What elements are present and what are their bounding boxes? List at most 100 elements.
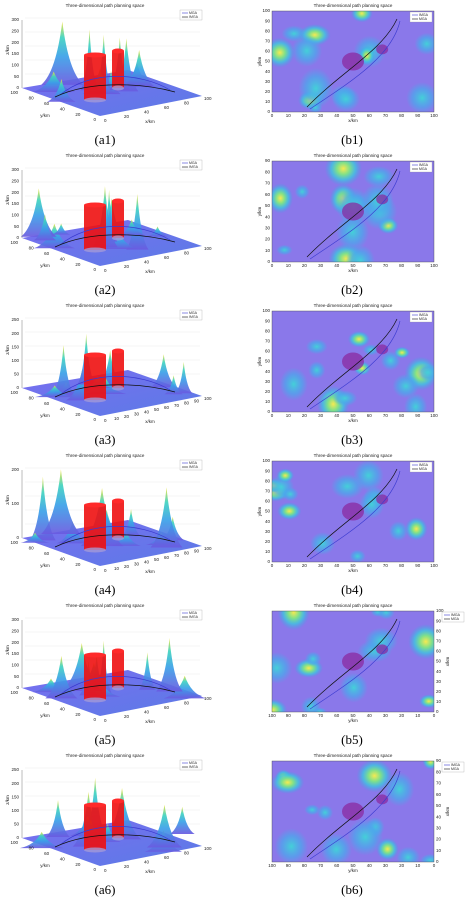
x-tick-label: 0 [271, 113, 274, 118]
y-tick-label: 80 [436, 628, 442, 633]
x-tick-label: 60 [367, 263, 373, 268]
legend-box [179, 609, 203, 621]
terrain-peak [150, 354, 177, 388]
z-tick-label: 200 [11, 40, 19, 45]
x-tick-label: 50 [350, 263, 356, 268]
y-tick-label: 70 [265, 181, 271, 186]
y-tick-label: 100 [262, 8, 270, 13]
legend-label: MGA [419, 167, 428, 171]
panel-title: Three-dimensional path planning space [314, 153, 393, 158]
y-tick-label: 100 [262, 458, 270, 463]
z-tick-label: 200 [11, 781, 19, 786]
x-tick-label: 0 [433, 863, 436, 868]
panel-label: (b1) [341, 132, 363, 147]
heatmap-blob [312, 707, 327, 712]
legend-box [441, 761, 465, 773]
z-tick-label: 300 [11, 167, 19, 172]
y-axis-label: y/km [40, 863, 50, 868]
obstacle-foot [112, 835, 124, 841]
heatmap-blob [272, 652, 293, 684]
x-tick-label: 100 [268, 713, 276, 718]
x-tick-label: 80 [399, 413, 405, 418]
terrain-peak [147, 226, 168, 237]
obstacle [376, 794, 389, 805]
y-tick-label: 0 [267, 259, 270, 264]
y-tick-label: 40 [60, 706, 66, 711]
x-tick-label: 20 [124, 114, 130, 119]
obstacle-foot [112, 685, 124, 691]
obstacle-top [112, 48, 124, 54]
x-tick-label: 10 [114, 416, 120, 421]
path-mga [59, 76, 171, 96]
panel-title: Three-dimensional path planning space [314, 753, 393, 758]
legend-box [179, 9, 203, 21]
x-tick-label: 10 [286, 113, 292, 118]
path-mga [59, 826, 171, 846]
heatmap-blob [408, 624, 434, 660]
x-tick-label: 70 [383, 563, 389, 568]
legend-label: MGA [189, 611, 198, 615]
path-imga [306, 318, 398, 408]
panel-3d: Three-dimensional path planning space MGA… [5, 753, 212, 897]
z-tick-label: 250 [11, 767, 19, 772]
panel-title: Three-dimensional path planning space [314, 603, 393, 608]
heatmap-blob [304, 651, 322, 667]
x-tick-label: 20 [302, 413, 308, 418]
y-tick-label: 20 [265, 237, 271, 242]
path-mga [309, 470, 401, 560]
z-tick-label: 250 [11, 29, 19, 34]
y-tick-label: 40 [265, 214, 271, 219]
y-tick-label: 50 [265, 59, 271, 64]
terrain-peak [175, 361, 193, 394]
obstacle-top [84, 352, 106, 358]
x-tick-label: 60 [164, 555, 170, 560]
obstacle [84, 205, 106, 250]
x-tick-label: 100 [204, 96, 212, 101]
panel-heatmap: Three-dimensional path planning space 0 10… [257, 453, 438, 597]
y-tick-label: 20 [75, 712, 81, 717]
y-tick-label: 80 [265, 478, 271, 483]
heatmap-blob [363, 165, 394, 188]
y-tick-label: 10 [265, 99, 271, 104]
obstacle-top [112, 648, 124, 654]
path-imga [54, 834, 176, 848]
panel-3d: Three-dimensional path planning space MGA… [5, 153, 212, 297]
y-tick-label: 100 [10, 390, 18, 395]
x-tick-label: 0 [271, 563, 274, 568]
x-tick-label: 60 [367, 413, 373, 418]
z-tick-label: 200 [11, 467, 19, 472]
z-tick-label: 0 [16, 685, 19, 690]
heatmap-blob [276, 244, 293, 256]
y-axis-label: y/km [40, 263, 50, 268]
legend-box [409, 11, 433, 23]
obstacle [112, 651, 124, 688]
z-tick-label: 150 [11, 344, 19, 349]
x-tick-label: 60 [334, 863, 340, 868]
panel-title: Three-dimensional path planning space [66, 3, 145, 8]
heatmap-blob [345, 244, 375, 262]
z-tick-label: 50 [14, 224, 20, 229]
z-tick-label: 100 [11, 501, 19, 506]
y-tick-label: 90 [436, 618, 442, 623]
heatmap-blob [384, 771, 415, 807]
path-mga [59, 376, 171, 396]
y-tick-label: 100 [10, 840, 18, 845]
x-tick-label: 30 [134, 562, 140, 567]
y-tick-label: 30 [265, 79, 271, 84]
y-tick-label: 80 [29, 396, 35, 401]
path-mga [309, 770, 401, 860]
heatmap-blob [308, 361, 326, 379]
obstacle-foot [84, 547, 106, 553]
y-tick-label: 70 [265, 338, 271, 343]
x-tick-label: 50 [350, 413, 356, 418]
z-tick-label: 0 [16, 385, 19, 390]
y-tick-label: 50 [265, 359, 271, 364]
legend-label: MGA [419, 317, 428, 321]
x-tick-label: 90 [415, 263, 421, 268]
heatmap-blob [388, 521, 408, 541]
panel-label: (b3) [341, 432, 363, 447]
y-tick-label: 80 [29, 96, 35, 101]
panel-3d: Three-dimensional path planning space MGA… [5, 603, 212, 747]
heatmap-blob [349, 549, 366, 562]
y-tick-label: 60 [265, 349, 271, 354]
